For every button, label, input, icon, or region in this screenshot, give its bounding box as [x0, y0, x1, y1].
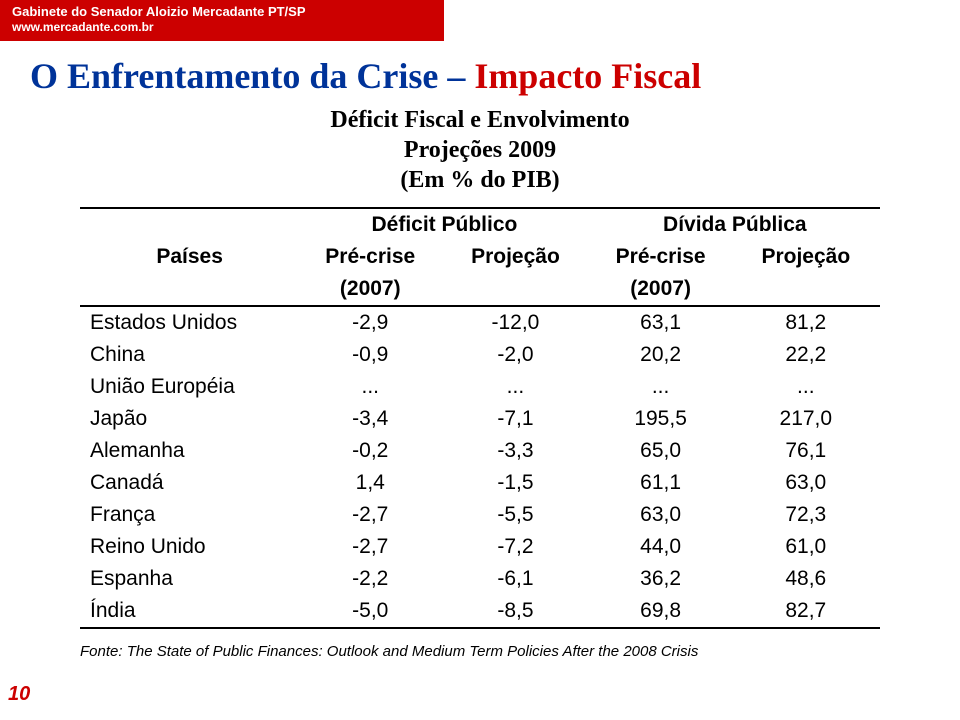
subtitle-block: Déficit Fiscal e Envolvimento Projeções … [0, 105, 960, 195]
subtitle-l3: (Em % do PIB) [0, 165, 960, 195]
row-label: Japão [80, 403, 299, 435]
cell: 72,3 [732, 499, 880, 531]
table-row: Reino Unido -2,7 -7,2 44,0 61,0 [80, 531, 880, 563]
cell: 61,1 [590, 467, 732, 499]
subtitle-l1: Déficit Fiscal e Envolvimento [0, 105, 960, 135]
cell: -2,2 [299, 563, 441, 595]
cell: 217,0 [732, 403, 880, 435]
cell: -2,0 [441, 339, 589, 371]
cell: -1,5 [441, 467, 589, 499]
cell: -7,1 [441, 403, 589, 435]
cell: ... [590, 371, 732, 403]
fiscal-table: Países Déficit Público Dívida Pública Pr… [80, 207, 880, 629]
col-deficit-pre: Pré-crise [299, 241, 441, 273]
table-row: União Européia ... ... ... ... [80, 371, 880, 403]
table-row: China -0,9 -2,0 20,2 22,2 [80, 339, 880, 371]
table-row: Canadá 1,4 -1,5 61,1 63,0 [80, 467, 880, 499]
cell: 63,0 [732, 467, 880, 499]
cell: -7,2 [441, 531, 589, 563]
col-divida-pre-year: (2007) [590, 273, 732, 306]
col-divida-proj-blank [732, 273, 880, 306]
cell: 65,0 [590, 435, 732, 467]
cell: 36,2 [590, 563, 732, 595]
cell: -5,0 [299, 595, 441, 628]
cell: -8,5 [441, 595, 589, 628]
cell: 82,7 [732, 595, 880, 628]
table-corner: Países [80, 208, 299, 306]
header-line1: Gabinete do Senador Aloizio Mercadante P… [12, 4, 432, 20]
cell: 76,1 [732, 435, 880, 467]
row-label: União Européia [80, 371, 299, 403]
table-row: Alemanha -0,2 -3,3 65,0 76,1 [80, 435, 880, 467]
cell: -2,7 [299, 531, 441, 563]
cell: ... [299, 371, 441, 403]
table-row: Estados Unidos -2,9 -12,0 63,1 81,2 [80, 306, 880, 339]
row-label: Espanha [80, 563, 299, 595]
row-label: Estados Unidos [80, 306, 299, 339]
row-label: Índia [80, 595, 299, 628]
table-row: França -2,7 -5,5 63,0 72,3 [80, 499, 880, 531]
table-row: Japão -3,4 -7,1 195,5 217,0 [80, 403, 880, 435]
cell: 69,8 [590, 595, 732, 628]
col-deficit-proj: Projeção [441, 241, 589, 273]
subtitle-l2: Projeções 2009 [0, 135, 960, 165]
table-row: Índia -5,0 -8,5 69,8 82,7 [80, 595, 880, 628]
title-row: O Enfrentamento da Crise – Impacto Fisca… [30, 55, 930, 97]
cell: -5,5 [441, 499, 589, 531]
header-bar: Gabinete do Senador Aloizio Mercadante P… [0, 0, 444, 41]
cell: -3,3 [441, 435, 589, 467]
cell: 63,0 [590, 499, 732, 531]
cell: 1,4 [299, 467, 441, 499]
row-label: Alemanha [80, 435, 299, 467]
cell: 20,2 [590, 339, 732, 371]
cell: 195,5 [590, 403, 732, 435]
cell: ... [441, 371, 589, 403]
row-label: China [80, 339, 299, 371]
col-deficit-proj-blank [441, 273, 589, 306]
cell: 44,0 [590, 531, 732, 563]
col-group-divida: Dívida Pública [590, 208, 880, 241]
col-group-deficit: Déficit Público [299, 208, 589, 241]
col-divida-pre: Pré-crise [590, 241, 732, 273]
cell: 81,2 [732, 306, 880, 339]
page-number: 10 [8, 683, 30, 706]
page-title: O Enfrentamento da Crise – Impacto Fisca… [30, 55, 930, 97]
cell: ... [732, 371, 880, 403]
col-divida-proj: Projeção [732, 241, 880, 273]
cell: 63,1 [590, 306, 732, 339]
cell: 61,0 [732, 531, 880, 563]
table-row: Espanha -2,2 -6,1 36,2 48,6 [80, 563, 880, 595]
source-footnote: Fonte: The State of Public Finances: Out… [80, 643, 910, 660]
cell: -2,7 [299, 499, 441, 531]
cell: -6,1 [441, 563, 589, 595]
title-prefix: O Enfrentamento da Crise [30, 56, 438, 96]
row-label: Canadá [80, 467, 299, 499]
cell: 48,6 [732, 563, 880, 595]
title-suffix: Impacto Fiscal [474, 56, 701, 96]
table-header-row-1: Países Déficit Público Dívida Pública [80, 208, 880, 241]
cell: 22,2 [732, 339, 880, 371]
cell: -2,9 [299, 306, 441, 339]
cell: -12,0 [441, 306, 589, 339]
cell: -3,4 [299, 403, 441, 435]
row-label: França [80, 499, 299, 531]
title-dash: – [438, 56, 474, 96]
col-deficit-pre-year: (2007) [299, 273, 441, 306]
row-label: Reino Unido [80, 531, 299, 563]
header-line2: www.mercadante.com.br [12, 20, 432, 35]
cell: -0,9 [299, 339, 441, 371]
cell: -0,2 [299, 435, 441, 467]
